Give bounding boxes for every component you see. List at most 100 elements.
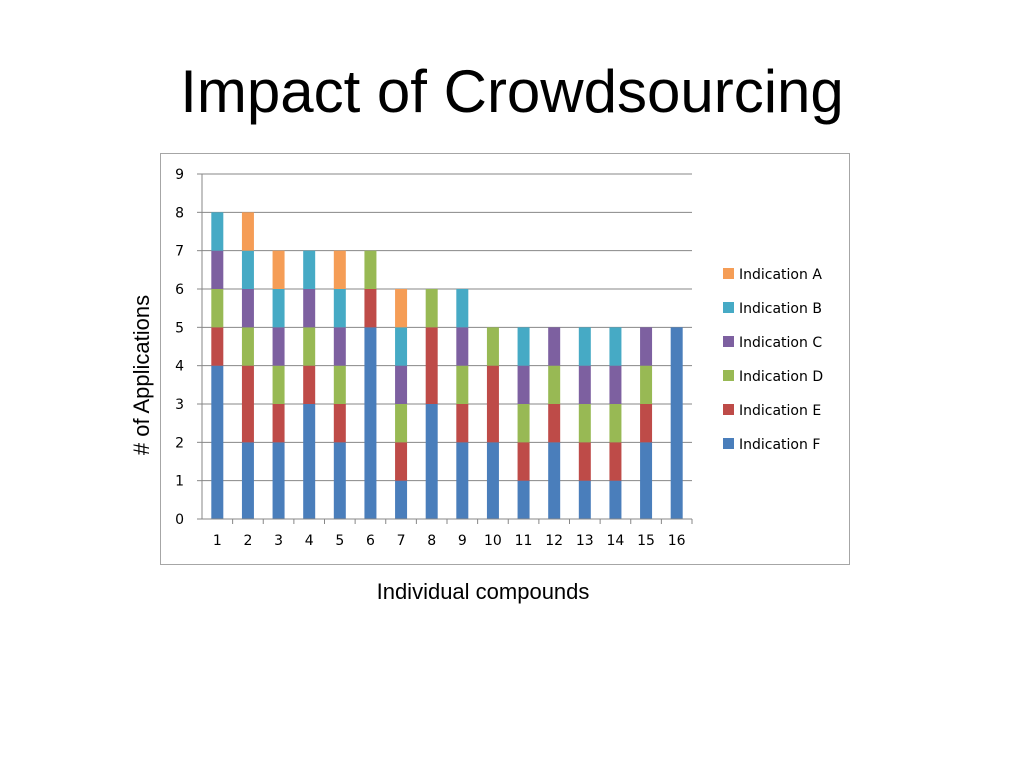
bar-indication-a-compound-5: [333, 250, 346, 289]
bar-indication-d-compound-5: [333, 365, 346, 404]
x-tick-label-14: 14: [607, 533, 625, 549]
bar-indication-c-compound-7: [395, 365, 408, 404]
bar-indication-e-compound-3: [272, 404, 285, 443]
legend-label-indication-e: Indication E: [739, 403, 821, 419]
bar-indication-e-compound-11: [517, 442, 530, 481]
bar-indication-e-compound-1: [211, 327, 224, 366]
bar-indication-f-compound-9: [456, 442, 469, 519]
y-tick-label-7: 7: [175, 244, 184, 260]
bar-indication-d-compound-12: [548, 365, 561, 404]
bar-indication-e-compound-2: [241, 365, 254, 443]
bar-indication-d-compound-6: [364, 250, 377, 289]
x-tick-label-12: 12: [545, 533, 563, 549]
legend-swatch-indication-e: [723, 404, 734, 415]
legend-swatch-indication-f: [723, 438, 734, 449]
y-tick-label-2: 2: [175, 435, 184, 451]
y-tick-label-4: 4: [175, 359, 184, 375]
bar-indication-f-compound-3: [272, 442, 285, 519]
bar-indication-e-compound-5: [333, 404, 346, 443]
bar-indication-f-compound-16: [670, 327, 683, 519]
bar-indication-b-compound-14: [609, 327, 622, 366]
legend-label-indication-f: Indication F: [739, 437, 820, 453]
y-tick-label-8: 8: [175, 205, 184, 221]
bar-indication-d-compound-14: [609, 404, 622, 443]
bar-indication-d-compound-2: [241, 327, 254, 366]
legend-label-indication-b: Indication B: [739, 301, 822, 317]
bar-indication-d-compound-11: [517, 404, 530, 443]
legend-swatch-indication-b: [723, 302, 734, 313]
bar-indication-f-compound-1: [211, 365, 224, 519]
bars: [211, 212, 683, 519]
bar-indication-d-compound-8: [425, 289, 438, 328]
bar-indication-f-compound-12: [548, 442, 561, 519]
legend-swatch-indication-c: [723, 336, 734, 347]
bar-indication-c-compound-5: [333, 327, 346, 366]
bar-indication-c-compound-2: [241, 289, 254, 328]
y-tick-label-5: 5: [175, 320, 184, 336]
x-tick-label-5: 5: [335, 533, 344, 549]
bar-indication-d-compound-1: [211, 289, 224, 328]
x-tick-label-11: 11: [515, 533, 533, 549]
bar-indication-a-compound-3: [272, 250, 285, 289]
bar-indication-d-compound-3: [272, 365, 285, 404]
bar-indication-e-compound-12: [548, 404, 561, 443]
bar-indication-b-compound-5: [333, 289, 346, 328]
legend: Indication A Indication B Indication C Indi…: [723, 267, 823, 453]
bar-indication-e-compound-14: [609, 442, 622, 481]
bar-indication-b-compound-9: [456, 289, 469, 328]
bar-indication-e-compound-8: [425, 327, 438, 404]
x-tick-label-8: 8: [427, 533, 436, 549]
x-tick-labels: 1 2 3 4 5 6 7 8 9 10 11 12 13 14 15 16: [213, 533, 686, 549]
bar-indication-f-compound-4: [303, 404, 316, 519]
legend-label-indication-d: Indication D: [739, 369, 823, 385]
y-tick-label-0: 0: [175, 512, 184, 528]
bar-indication-f-compound-15: [640, 442, 653, 519]
bar-indication-f-compound-7: [395, 480, 408, 519]
bar-indication-c-compound-12: [548, 327, 561, 366]
x-tick-label-10: 10: [484, 533, 502, 549]
x-tick-label-6: 6: [366, 533, 375, 549]
bar-indication-d-compound-13: [578, 404, 591, 443]
x-tick-label-9: 9: [458, 533, 467, 549]
bar-indication-f-compound-5: [333, 442, 346, 519]
bar-indication-b-compound-11: [517, 327, 530, 366]
y-tick-labels: 0 1 2 3 4 5 6 7 8 9: [175, 167, 184, 528]
bar-indication-b-compound-4: [303, 250, 316, 289]
bar-indication-c-compound-4: [303, 289, 316, 328]
slide-title: Impact of Crowdsourcing: [180, 58, 844, 125]
bar-indication-b-compound-2: [241, 250, 254, 289]
x-tick-label-15: 15: [637, 533, 655, 549]
bar-indication-b-compound-3: [272, 289, 285, 328]
x-tick-label-16: 16: [668, 533, 686, 549]
bar-indication-e-compound-13: [578, 442, 591, 481]
x-tick-label-13: 13: [576, 533, 594, 549]
bar-indication-f-compound-13: [578, 480, 591, 519]
bar-indication-e-compound-7: [395, 442, 408, 481]
bar-indication-e-compound-15: [640, 404, 653, 443]
x-tick-label-2: 2: [243, 533, 252, 549]
bar-indication-e-compound-10: [486, 365, 499, 443]
bar-indication-e-compound-6: [364, 289, 377, 328]
bar-indication-d-compound-10: [486, 327, 499, 366]
y-axis-title: # of Applications: [129, 294, 154, 456]
bar-indication-d-compound-7: [395, 404, 408, 443]
x-tick-label-7: 7: [397, 533, 406, 549]
bar-indication-f-compound-14: [609, 480, 622, 519]
bar-indication-d-compound-9: [456, 365, 469, 404]
bar-indication-b-compound-1: [211, 212, 224, 251]
x-tick-label-4: 4: [305, 533, 314, 549]
axes: [197, 173, 693, 524]
legend-label-indication-a: Indication A: [739, 267, 822, 283]
bar-indication-c-compound-9: [456, 327, 469, 366]
y-tick-label-1: 1: [175, 474, 184, 490]
bar-indication-d-compound-4: [303, 327, 316, 366]
bar-indication-d-compound-15: [640, 365, 653, 404]
bar-indication-e-compound-9: [456, 404, 469, 443]
bar-indication-c-compound-3: [272, 327, 285, 366]
bar-indication-c-compound-13: [578, 365, 591, 404]
legend-swatch-indication-d: [723, 370, 734, 381]
bar-indication-f-compound-10: [486, 442, 499, 519]
bar-indication-e-compound-4: [303, 365, 316, 404]
